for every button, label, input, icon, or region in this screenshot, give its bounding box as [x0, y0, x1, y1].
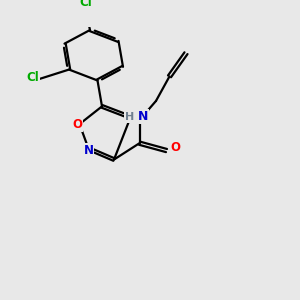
Text: N: N [83, 144, 94, 157]
Text: H: H [125, 112, 134, 122]
Text: Cl: Cl [26, 71, 39, 84]
Text: Cl: Cl [79, 0, 92, 9]
Text: O: O [170, 141, 180, 154]
Text: N: N [138, 110, 148, 123]
Text: O: O [72, 118, 82, 130]
